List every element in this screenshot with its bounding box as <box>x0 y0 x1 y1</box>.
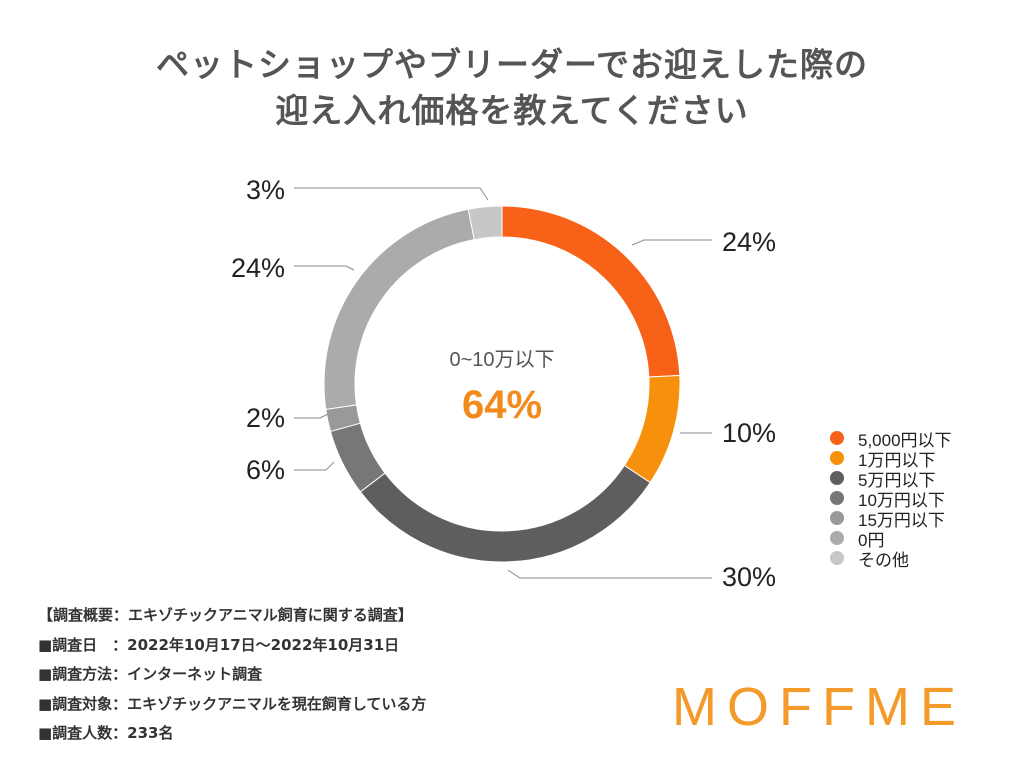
legend-label-6: 0円 <box>858 530 885 550</box>
leader-line-6 <box>294 265 355 271</box>
donut-slice-3 <box>359 464 651 563</box>
center-label: 0~10万以下 <box>449 349 554 371</box>
leader-line-7 <box>294 187 489 201</box>
legend-swatch-3 <box>830 471 844 485</box>
legend-swatch-1 <box>830 431 844 445</box>
donut-slice-7 <box>467 205 503 241</box>
legend-label-3: 5万円以下 <box>858 470 936 490</box>
legend: 5,000円以下 1万円以下 5万円以下 10万円以下 15万円以下 0円 その他 <box>830 428 952 570</box>
legend-label-5: 15万円以下 <box>858 510 945 530</box>
leader-line-1 <box>631 239 712 246</box>
legend-item-2: 1万円以下 <box>830 448 952 470</box>
donut-slice-6 <box>323 208 475 410</box>
data-label-4: 6% <box>246 455 285 485</box>
legend-item-4: 10万円以下 <box>830 488 952 510</box>
legend-item-7: その他 <box>830 548 952 570</box>
legend-label-4: 10万円以下 <box>858 490 945 510</box>
legend-swatch-6 <box>830 531 844 545</box>
survey-target: ■調査対象：エキゾチックアニマルを現在飼育している方 <box>38 694 427 713</box>
survey-summary: 【調査概要：エキゾチックアニマル飼育に関する調査】 ■調査日 ：2022年10月… <box>38 601 426 749</box>
data-label-2: 10% <box>722 418 776 448</box>
legend-swatch-7 <box>830 551 844 565</box>
chart-title-line-1: ペットショップやブリーダーでお迎えした際の <box>155 45 869 84</box>
survey-count: ■調査人数：233名 <box>38 724 174 742</box>
legend-item-5: 15万円以下 <box>830 508 952 530</box>
legend-label-7: その他 <box>858 550 909 570</box>
survey-period: ■調査日 ：2022年10月17日〜2022年10月31日 <box>38 635 400 654</box>
legend-label-2: 1万円以下 <box>858 450 936 470</box>
legend-item-6: 0円 <box>830 528 952 550</box>
leader-line-5 <box>294 413 329 419</box>
survey-method: ■調査方法：インターネット調査 <box>38 665 263 683</box>
legend-item-3: 5万円以下 <box>830 468 952 490</box>
chart-title: ペットショップやブリーダーでお迎えした際の 迎え入れ価格を教えてください <box>0 42 1024 134</box>
brand-logo: MOFFME <box>672 677 966 737</box>
leader-line-4 <box>294 461 335 471</box>
data-label-6: 24% <box>231 253 285 283</box>
center-value: 64% <box>462 383 542 427</box>
data-label-5: 2% <box>246 403 285 433</box>
survey-heading: 【調査概要：エキゾチックアニマル飼育に関する調査】 <box>38 606 413 624</box>
legend-swatch-2 <box>830 451 844 465</box>
legend-swatch-4 <box>830 491 844 505</box>
legend-swatch-5 <box>830 511 844 525</box>
data-label-7: 3% <box>246 175 285 205</box>
data-label-1: 24% <box>722 227 776 257</box>
legend-label-1: 5,000円以下 <box>858 430 952 450</box>
donut-slice-2 <box>623 375 681 484</box>
chart-title-line-2: 迎え入れ価格を教えてください <box>275 91 749 130</box>
leader-line-3 <box>507 569 712 579</box>
donut-chart: 24% 10% 30% 6% 2% 24% 3% 0~10万以下 64% <box>231 175 776 592</box>
data-label-3: 30% <box>722 562 776 592</box>
legend-item-1: 5,000円以下 <box>830 428 952 450</box>
